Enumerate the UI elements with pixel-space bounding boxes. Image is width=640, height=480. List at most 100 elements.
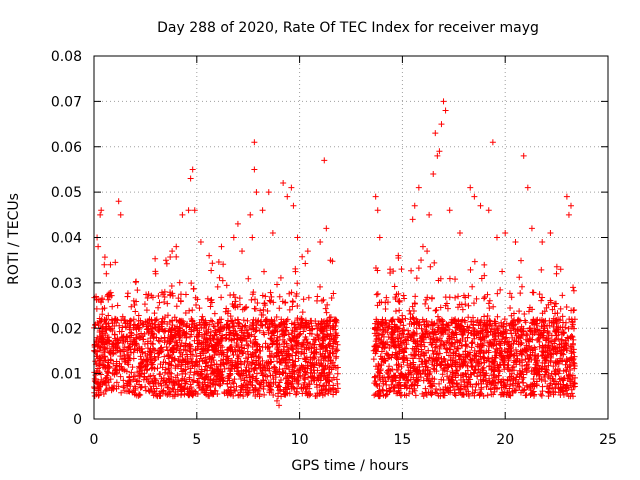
data-point: [399, 355, 406, 362]
data-point: [411, 352, 418, 359]
data-point: [185, 207, 192, 214]
data-point: [96, 335, 103, 342]
data-point: [502, 335, 509, 342]
data-point: [568, 386, 575, 393]
data-point: [411, 300, 418, 307]
data-point: [375, 321, 382, 328]
data-point: [382, 317, 389, 324]
data-point: [419, 243, 426, 250]
data-point: [372, 350, 379, 357]
data-point: [527, 327, 534, 334]
data-point: [173, 243, 180, 250]
data-point: [472, 387, 479, 394]
data-point: [96, 315, 103, 322]
data-point: [237, 386, 244, 393]
data-point: [434, 356, 441, 363]
data-point: [248, 296, 255, 303]
data-point: [129, 364, 136, 371]
data-point: [160, 388, 167, 395]
data-point: [142, 350, 149, 357]
data-point: [393, 390, 400, 397]
data-point: [177, 343, 184, 350]
data-point: [186, 346, 193, 353]
data-point: [422, 326, 429, 333]
data-point: [161, 353, 168, 360]
data-point: [165, 351, 172, 358]
data-point: [420, 339, 427, 346]
data-point: [509, 322, 516, 329]
data-point: [462, 301, 469, 308]
data-point: [103, 270, 110, 277]
data-point: [485, 207, 492, 214]
data-point: [96, 329, 103, 336]
data-point: [194, 370, 201, 377]
data-point: [165, 365, 172, 372]
data-point: [173, 316, 180, 323]
data-point: [283, 385, 290, 392]
data-point: [294, 374, 301, 381]
data-point: [177, 365, 184, 372]
data-point: [179, 370, 186, 377]
data-point: [196, 305, 203, 312]
data-point: [523, 382, 530, 389]
data-point: [433, 368, 440, 375]
data-point: [427, 378, 434, 385]
data-point: [224, 346, 231, 353]
data-point: [151, 353, 158, 360]
data-point: [474, 373, 481, 380]
data-point: [112, 259, 119, 266]
data-point: [226, 329, 233, 336]
data-point: [227, 313, 234, 320]
data-point: [545, 335, 552, 342]
data-point: [547, 229, 554, 236]
data-point: [424, 321, 431, 328]
data-point: [244, 317, 251, 324]
data-point: [143, 307, 150, 314]
data-point: [280, 357, 287, 364]
data-point: [244, 391, 251, 398]
data-point: [480, 355, 487, 362]
data-point: [469, 363, 476, 370]
data-point: [164, 371, 171, 378]
data-point: [553, 263, 560, 270]
data-point: [460, 376, 467, 383]
data-point: [517, 348, 524, 355]
data-point: [259, 292, 266, 299]
data-point: [166, 391, 173, 398]
data-point: [169, 292, 176, 299]
x-axis-label: GPS time / hours: [291, 458, 408, 474]
data-point: [279, 368, 286, 375]
data-point: [284, 344, 291, 351]
data-point: [106, 290, 113, 297]
data-point: [401, 295, 408, 302]
data-point: [223, 360, 230, 367]
data-point: [212, 376, 219, 383]
data-point: [315, 321, 322, 328]
data-point: [392, 372, 399, 379]
y-axis-label: ROTI / TECUs: [6, 193, 22, 285]
data-point: [128, 349, 135, 356]
data-point: [209, 346, 216, 353]
data-point: [292, 362, 299, 369]
data-point: [440, 98, 447, 105]
data-point: [498, 353, 505, 360]
data-point: [537, 391, 544, 398]
data-point: [252, 349, 259, 356]
data-point: [282, 375, 289, 382]
data-point: [105, 296, 112, 303]
data-point: [497, 350, 504, 357]
data-point: [459, 306, 466, 313]
data-point: [436, 380, 443, 387]
data-point: [149, 378, 156, 385]
data-point: [473, 295, 480, 302]
data-point: [285, 353, 292, 360]
data-point: [99, 295, 106, 302]
data-point: [105, 312, 112, 319]
data-point: [234, 220, 241, 227]
data-point: [484, 392, 491, 399]
data-point: [149, 359, 156, 366]
data-point: [249, 376, 256, 383]
data-point: [373, 332, 380, 339]
data-point: [320, 366, 327, 373]
data-point: [333, 317, 340, 324]
